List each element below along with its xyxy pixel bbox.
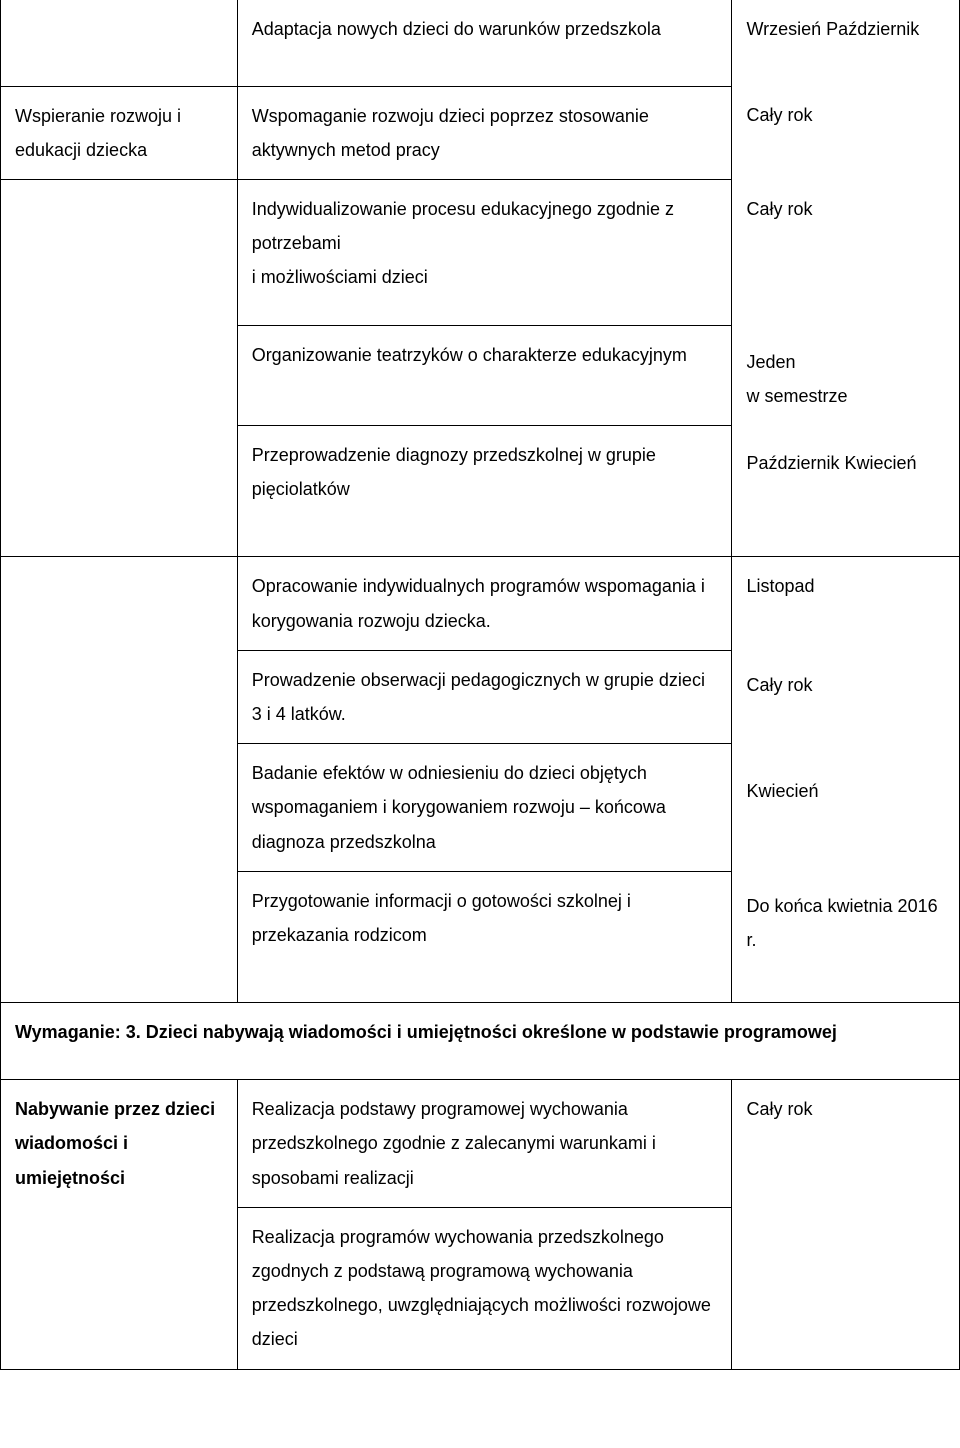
task-cell: Adaptacja nowych dzieci do warunków prze…: [237, 0, 732, 86]
task-cell: Przygotowanie informacji o gotowości szk…: [237, 871, 732, 1002]
task-cell: Opracowanie indywidualnych programów wsp…: [237, 557, 732, 650]
task-cell: Indywidualizowanie procesu edukacyjnego …: [237, 180, 732, 326]
section-header: Wymaganie: 3. Dzieci nabywają wiadomości…: [1, 1003, 960, 1080]
timing-cell: Wrzesień Październik: [732, 0, 960, 86]
table-row: Wspieranie rozwoju i edukacji dziecka Ws…: [1, 86, 960, 179]
plan-table: Adaptacja nowych dzieci do warunków prze…: [0, 0, 960, 1370]
table-row: Opracowanie indywidualnych programów wsp…: [1, 557, 960, 650]
category-cell: [1, 557, 238, 1003]
task-cell: Realizacja programów wychowania przedszk…: [237, 1207, 732, 1369]
category-cell: [1, 0, 238, 86]
task-cell: Wspomaganie rozwoju dzieci poprzez stoso…: [237, 86, 732, 179]
timing-cell: Listopad: [732, 557, 960, 650]
task-cell: Organizowanie teatrzyków o charakterze e…: [237, 325, 732, 425]
category-cell: Wspieranie rozwoju i edukacji dziecka: [1, 86, 238, 179]
category-cell: [1, 180, 238, 557]
timing-cell: Do końca kwietnia 2016 r.: [732, 871, 960, 1002]
timing-cell: [732, 1207, 960, 1369]
task-cell: Prowadzenie obserwacji pedagogicznych w …: [237, 650, 732, 743]
table-row: Indywidualizowanie procesu edukacyjnego …: [1, 180, 960, 326]
timing-cell: Cały rok: [732, 86, 960, 179]
task-cell: Przeprowadzenie diagnozy przedszkolnej w…: [237, 426, 732, 557]
table-row: Nabywanie przez dzieci wiadomości i umie…: [1, 1080, 960, 1208]
timing-cell: Cały rok: [732, 180, 960, 326]
section-header-row: Wymaganie: 3. Dzieci nabywają wiadomości…: [1, 1003, 960, 1080]
timing-cell: Październik Kwiecień: [732, 426, 960, 557]
task-cell: Badanie efektów w odniesieniu do dzieci …: [237, 744, 732, 872]
timing-cell: Cały rok: [732, 1080, 960, 1208]
table-row: Adaptacja nowych dzieci do warunków prze…: [1, 0, 960, 86]
timing-cell: Cały rok: [732, 650, 960, 743]
task-cell: Realizacja podstawy programowej wychowan…: [237, 1080, 732, 1208]
category-cell: Nabywanie przez dzieci wiadomości i umie…: [1, 1080, 238, 1369]
timing-cell: Jeden w semestrze: [732, 325, 960, 425]
timing-cell: Kwiecień: [732, 744, 960, 872]
